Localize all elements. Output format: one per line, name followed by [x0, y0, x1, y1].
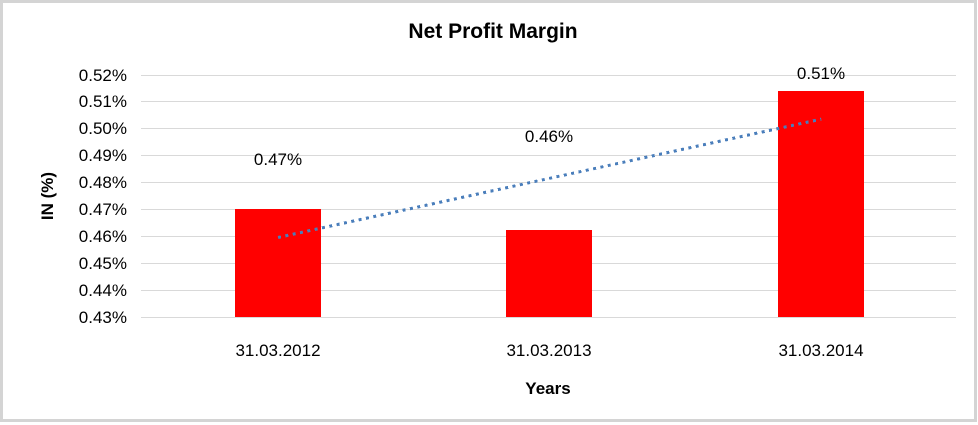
gridline: [141, 155, 956, 157]
y-tick-label: 0.46%: [78, 226, 127, 246]
data-label: 0.47%: [253, 150, 303, 169]
y-tick-label: 0.49%: [78, 146, 127, 166]
gridline: [141, 182, 956, 184]
gridline: [141, 101, 956, 103]
bar: [778, 91, 864, 317]
gridline: [141, 128, 956, 130]
y-tick-label: 0.47%: [78, 199, 127, 219]
chart-title: Net Profit Margin: [408, 20, 578, 43]
y-tick-label: 0.44%: [78, 280, 127, 300]
y-tick-label: 0.52%: [78, 65, 127, 85]
data-label: 0.46%: [524, 127, 574, 146]
bar: [506, 229, 592, 317]
y-tick-label: 0.51%: [78, 92, 127, 112]
gridline: [141, 316, 956, 318]
y-tick-label: 0.45%: [78, 253, 127, 273]
x-axis-title: Years: [525, 379, 571, 398]
x-tick-label: 31.03.2013: [506, 341, 592, 360]
data-label: 0.51%: [796, 64, 846, 83]
y-tick-label: 0.48%: [78, 173, 127, 193]
y-tick-label: 0.50%: [78, 119, 127, 139]
gridline: [141, 74, 956, 76]
gridline: [141, 208, 956, 210]
y-tick-label: 0.43%: [78, 307, 127, 327]
x-tick-label: 31.03.2012: [235, 341, 321, 360]
x-tick-label: 31.03.2014: [778, 341, 864, 360]
bar: [235, 209, 321, 317]
